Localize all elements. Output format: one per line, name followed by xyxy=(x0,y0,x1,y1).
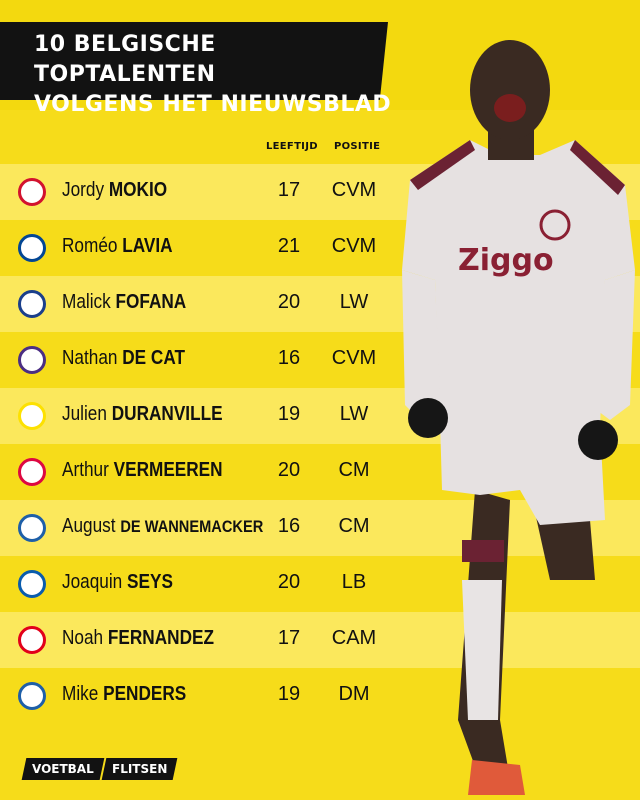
title-line-2: VOLGENS HET NIEUWSBLAD xyxy=(34,92,392,117)
player-name: Mike PENDERS xyxy=(62,683,186,706)
last-name: DE WANNEMACKER xyxy=(120,517,264,536)
player-age: 17 xyxy=(277,627,301,649)
player-row: Mike PENDERS 19 DM xyxy=(0,668,640,724)
chelsea-crest-icon xyxy=(18,234,46,262)
player-position: LW xyxy=(339,291,369,313)
player-position: CVM xyxy=(331,179,377,201)
lyon-crest-icon xyxy=(18,290,46,318)
ajax-crest-icon xyxy=(18,178,46,206)
player-row: Noah FERNANDEZ 17 CAM xyxy=(0,612,640,668)
player-name: Julien DURANVILLE xyxy=(62,403,223,426)
player-position: CVM xyxy=(331,347,377,369)
first-name: Roméo xyxy=(62,235,118,257)
player-age: 17 xyxy=(277,179,301,201)
player-row: Arthur VERMEEREN 20 CM xyxy=(0,444,640,500)
player-name: Noah FERNANDEZ xyxy=(62,627,214,650)
leipzig-crest-icon xyxy=(18,458,46,486)
first-name: August xyxy=(62,515,116,537)
flitsen-logo: FLITSEN xyxy=(101,758,178,780)
voetbal-logo: VOETBAL xyxy=(21,758,105,780)
first-name: Mike xyxy=(62,683,99,705)
player-photo: Ziggo xyxy=(402,40,635,795)
first-name: Malick xyxy=(62,291,111,313)
player-position: LB xyxy=(341,571,367,593)
last-name: FERNANDEZ xyxy=(107,627,214,649)
genk-crest-icon xyxy=(18,514,46,542)
player-position: CM xyxy=(338,459,370,481)
player-name: August DE WANNEMACKER xyxy=(62,515,263,538)
last-name: MOKIO xyxy=(108,179,168,201)
position-column-header: POSITIE xyxy=(334,141,381,152)
last-name: FOFANA xyxy=(115,291,187,313)
player-row: August DE WANNEMACKER 16 CM xyxy=(0,500,640,556)
player-name: Nathan DE CAT xyxy=(62,347,185,370)
player-name: Roméo LAVIA xyxy=(62,235,173,258)
title-line-1: 10 BELGISCHE TOPTALENTEN xyxy=(34,32,216,87)
player-age: 19 xyxy=(277,683,301,705)
player-row: Nathan DE CAT 16 CVM xyxy=(0,332,640,388)
player-age: 16 xyxy=(277,515,301,537)
first-name: Noah xyxy=(62,627,104,649)
age-column-header: LEEFTIJD xyxy=(266,141,318,152)
player-position: CVM xyxy=(331,235,377,257)
dortmund-crest-icon xyxy=(18,402,46,430)
player-position: DM xyxy=(338,683,370,705)
player-position: CAM xyxy=(331,627,377,649)
player-age: 16 xyxy=(277,347,301,369)
player-age: 20 xyxy=(277,459,301,481)
first-name: Arthur xyxy=(62,459,109,481)
first-name: Julien xyxy=(62,403,107,425)
player-age: 20 xyxy=(277,291,301,313)
last-name: PENDERS xyxy=(103,683,187,705)
player-name: Arthur VERMEEREN xyxy=(62,459,223,482)
player-age: 20 xyxy=(277,571,301,593)
last-name: DE CAT xyxy=(122,347,186,369)
genk-crest-icon xyxy=(18,682,46,710)
player-position: CM xyxy=(338,515,370,537)
player-name: Malick FOFANA xyxy=(62,291,186,314)
page-title: 10 BELGISCHE TOPTALENTEN VOLGENS HET NIE… xyxy=(34,30,394,120)
last-name: VERMEEREN xyxy=(113,459,223,481)
player-name: Joaquin SEYS xyxy=(62,571,173,594)
psv-crest-icon xyxy=(18,626,46,654)
first-name: Nathan xyxy=(62,347,118,369)
anderlecht-crest-icon xyxy=(18,346,46,374)
last-name: SEYS xyxy=(127,571,173,593)
player-name: Jordy MOKIO xyxy=(62,179,167,202)
first-name: Joaquin xyxy=(62,571,123,593)
player-row: Joaquin SEYS 20 LB xyxy=(0,556,640,612)
first-name: Jordy xyxy=(62,179,105,201)
last-name: DURANVILLE xyxy=(111,403,223,425)
club-brugge-crest-icon xyxy=(18,570,46,598)
shirt-sponsor: Ziggo xyxy=(458,243,554,278)
player-age: 21 xyxy=(277,235,301,257)
last-name: LAVIA xyxy=(122,235,173,257)
player-row: Roméo LAVIA 21 CVM xyxy=(0,220,640,276)
player-age: 19 xyxy=(277,403,301,425)
player-position: LW xyxy=(339,403,369,425)
